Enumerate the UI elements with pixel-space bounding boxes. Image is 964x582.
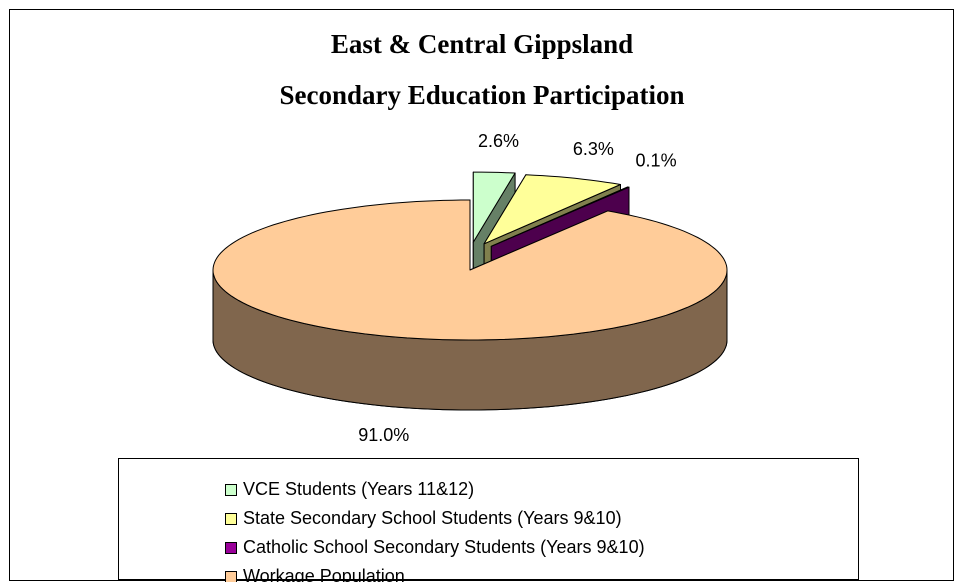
data-label: 91.0% [358, 425, 409, 445]
legend-swatch [225, 542, 237, 554]
slice [483, 174, 621, 245]
data-label: 2.6% [478, 131, 519, 151]
legend-swatch [225, 513, 237, 525]
legend-box [118, 458, 859, 580]
legend-label: Catholic School Secondary Students (Year… [243, 537, 645, 557]
legend-swatch [225, 571, 237, 582]
legend-label: Workage Population [243, 566, 405, 582]
chart-title: East & Central Gippsland [331, 29, 633, 59]
legend-label: State Secondary School Students (Years 9… [243, 508, 622, 528]
chart-subtitle: Secondary Education Participation [279, 80, 684, 110]
slice [472, 171, 516, 243]
data-label: 6.3% [573, 139, 614, 159]
data-label: 0.1% [636, 150, 677, 170]
legend-label: VCE Students (Years 11&12) [243, 479, 474, 499]
slice [212, 199, 728, 341]
slice [490, 186, 630, 247]
legend-swatch [225, 484, 237, 496]
